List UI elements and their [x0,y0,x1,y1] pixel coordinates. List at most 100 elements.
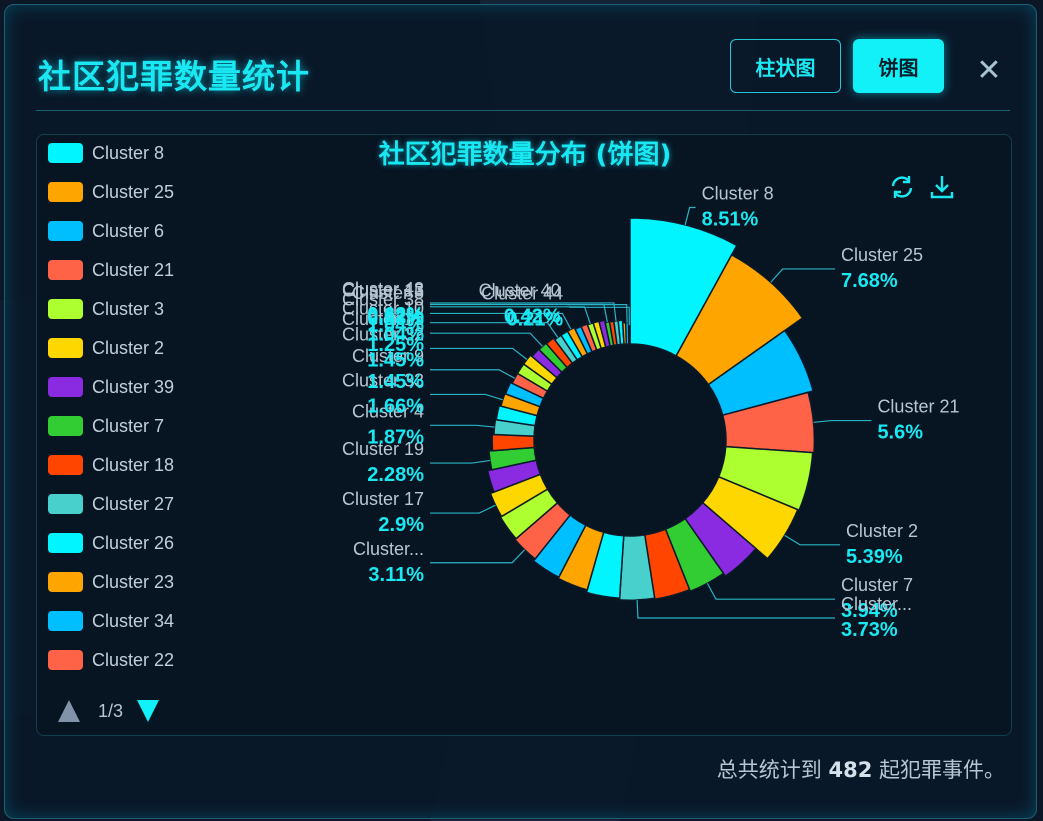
download-icon[interactable] [928,173,956,201]
triangle-up-icon[interactable] [58,700,80,722]
pie-slice-cluster-7[interactable] [664,517,725,593]
footer-suffix: 起犯罪事件。 [872,758,1005,782]
slice-percent-label: 0.21% [506,308,563,330]
slice-percent-label: 3.11% [368,564,424,586]
leader-line [684,206,696,226]
legend-item-cluster-34[interactable]: Cluster 34 [48,608,248,634]
triangle-down-icon[interactable] [137,700,160,722]
pie-slice-cluster-12[interactable] [499,488,559,540]
pie-slice-cluster-17[interactable] [489,473,549,518]
legend-item-cluster-22[interactable]: Cluster 22 [48,647,248,673]
pie-slice-cluster-19[interactable] [488,446,538,471]
pie-slice-cluster-22[interactable] [513,501,572,561]
bar-chart-button[interactable]: 柱状图 [730,39,841,93]
legend-item-cluster-27[interactable]: Cluster 27 [48,491,248,517]
leader-line [430,549,526,564]
legend-item-cluster-7[interactable]: Cluster 7 [48,413,248,439]
footer-summary: 总共统计到 482 起犯罪事件。 [717,754,1005,784]
pie-slice-cluster-38[interactable] [566,326,589,358]
slice-percent-label: 0.62% [367,305,424,327]
pie-slice-cluster-34[interactable] [532,513,587,579]
pie-chart-button[interactable]: 饼图 [853,39,944,93]
close-icon[interactable]: ✕ [976,54,1002,87]
legend-item-cluster-18[interactable]: Cluster 18 [48,452,248,478]
legend-label: Cluster 3 [92,298,165,319]
slice-name-label: Cluster 7 [841,575,913,595]
legend-item-cluster-25[interactable]: Cluster 25 [48,179,248,205]
slice-percent-label: 0.62% [367,304,424,326]
legend-item-cluster-23[interactable]: Cluster 23 [48,569,248,595]
legend-item-cluster-3[interactable]: Cluster 3 [48,296,248,322]
slice-percent-label: 1.45% [367,349,424,371]
legend-label: Cluster 39 [92,376,175,397]
pie-slice-cluster-21[interactable] [721,391,816,454]
legend-swatch [48,572,83,592]
slice-name-label: Cluster 33 [342,370,424,390]
legend-item-cluster-2[interactable]: Cluster 2 [48,335,248,361]
slice-percent-label: 2.28% [367,464,424,486]
slice-name-label: Cluster 32 [342,324,424,344]
legend-label: Cluster 23 [92,571,175,592]
leader-line [430,332,543,347]
slice-name-label: Cluster 5 [352,283,424,303]
legend-label: Cluster 25 [92,181,175,202]
slice-name-label: Cluster 17 [342,489,424,509]
slice-name-label: Cluster 15 [342,309,424,329]
legend-item-cluster-39[interactable]: Cluster 39 [48,374,248,400]
pie-slice-cluster-26[interactable] [585,531,625,599]
slice-percent-label: 1.04% [367,314,424,336]
slice-name-label: Cluster... [841,594,912,614]
leader-line [430,302,617,321]
slice-name-label: Cluster... [353,539,424,559]
legend-swatch [48,494,83,514]
pie-slice-cluster-31[interactable] [580,323,598,353]
slice-name-label: Cluster 44 [481,283,563,303]
leader-line [706,583,835,600]
slice-percent-label: 0.83% [367,308,424,330]
pie-slice-cluster-4[interactable] [493,418,536,437]
slice-name-label: Cluster 43 [342,279,424,299]
pie-slice-cluster-25[interactable] [675,253,804,386]
leader-line [770,268,835,283]
leader-line [569,306,630,326]
pie-slice-cluster-39[interactable] [684,501,757,578]
legend-item-cluster-21[interactable]: Cluster 21 [48,257,248,283]
slice-name-label: Cluster 13 [342,280,424,300]
pie-slice-cluster-11[interactable] [495,404,539,427]
leader-line [636,600,835,619]
pie-slice-cluster-32[interactable] [522,354,558,386]
slice-name-label: Cluster 2 [846,521,918,541]
pie-slice-cluster-36[interactable] [598,319,612,349]
slice-percent-label: 7.68% [841,270,898,292]
legend-label: Cluster 6 [92,220,165,241]
leader-line [430,369,516,379]
pie-slice-cluster-8[interactable] [629,217,738,357]
slice-name-label: Cluster 25 [841,245,923,265]
pie-slice-cluster-1[interactable] [491,433,536,452]
legend-item-cluster-8[interactable]: Cluster 8 [48,140,248,166]
leader-line [430,393,503,401]
pie-slice-cluster-33[interactable] [499,392,541,417]
legend-swatch [48,416,83,436]
pie-slice-cluster-6[interactable] [707,329,815,417]
pie-slice-cluster-44[interactable] [627,324,631,345]
pie-slice-cluster-3[interactable] [717,445,814,512]
pie-slice-cluster-23[interactable] [557,524,605,591]
legend-label: Cluster 26 [92,532,175,553]
legend-item-cluster-6[interactable]: Cluster 6 [48,218,248,244]
slice-percent-label: 1.25% [367,334,424,356]
slice-percent-label: 5.6% [877,422,923,444]
pie-slice-cluster-28[interactable] [504,381,545,408]
legend-label: Cluster 2 [92,337,165,358]
pie-slice-cluster-20[interactable] [545,336,574,369]
slice-name-label: Cluster 21 [877,397,959,417]
leader-line [813,419,872,423]
legend-swatch [48,260,83,280]
pie-slice-cluster-18[interactable] [643,528,691,601]
pie-slice-cluster-27[interactable] [618,533,656,601]
pie-slice-cluster-2[interactable] [701,475,799,560]
slice-name-label: Cluster 9 [352,346,424,366]
legend-item-cluster-26[interactable]: Cluster 26 [48,530,248,556]
refresh-icon[interactable] [888,173,916,201]
